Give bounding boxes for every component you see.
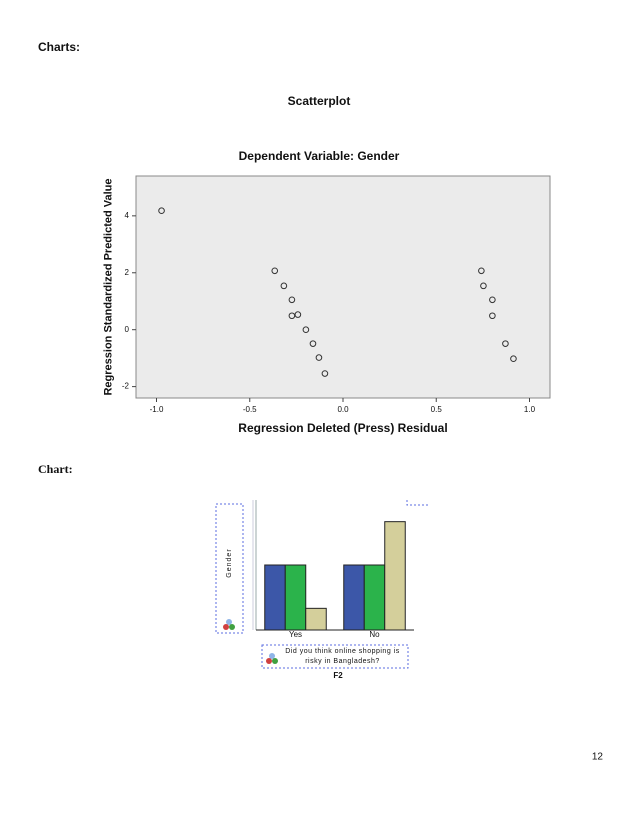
bar [343, 564, 365, 631]
page-number: 12 [592, 752, 604, 763]
y-label-box [215, 503, 244, 634]
chart-subtitle: Dependent Variable: Gender [239, 149, 400, 163]
point [294, 311, 302, 318]
x-tick-label: 0.0 [337, 405, 349, 414]
bar [264, 564, 286, 631]
point [158, 207, 165, 215]
icon [223, 619, 235, 630]
point [478, 267, 485, 275]
y-tick-label: 0 [125, 325, 130, 334]
point [315, 354, 323, 361]
x-tick-label: -0.5 [243, 405, 257, 414]
y-tick-label: 4 [125, 211, 130, 220]
bar [305, 607, 327, 631]
chart-title: Scatterplot [288, 94, 351, 108]
corner-mark [406, 500, 428, 506]
heading: Charts: [38, 40, 80, 54]
y-tick-label: 2 [125, 268, 130, 277]
point [489, 296, 496, 304]
point [502, 340, 509, 347]
point [510, 355, 517, 363]
y-tick-label: -2 [122, 382, 130, 391]
x-label-box [261, 644, 409, 669]
point [280, 282, 288, 290]
heading: Chart: [38, 462, 73, 476]
x-axis-sublabel: F2 [333, 671, 343, 680]
x-axis-label: Did you think online shopping is risky i… [285, 648, 400, 665]
point [489, 312, 496, 320]
x-tick-label: 0.5 [431, 405, 443, 414]
icon [266, 653, 278, 664]
plot-area [135, 175, 551, 399]
x-tick-label: Yes [289, 630, 302, 639]
bar [284, 564, 307, 631]
point [309, 340, 317, 347]
point [302, 326, 310, 333]
point [288, 312, 296, 320]
point [271, 267, 279, 275]
bar [384, 521, 406, 631]
point [480, 282, 487, 290]
point [288, 296, 296, 304]
bar [363, 564, 386, 631]
x-axis-label: Regression Deleted (Press) Residual [238, 421, 447, 435]
point [321, 370, 329, 377]
x-tick-label: 1.0 [524, 405, 536, 414]
y-axis-label: Regression Standardized Predicted Value [102, 178, 115, 396]
x-tick-label: -1.0 [150, 405, 164, 414]
x-tick-label: No [369, 630, 380, 639]
y-axis-label: Gender [226, 548, 233, 577]
